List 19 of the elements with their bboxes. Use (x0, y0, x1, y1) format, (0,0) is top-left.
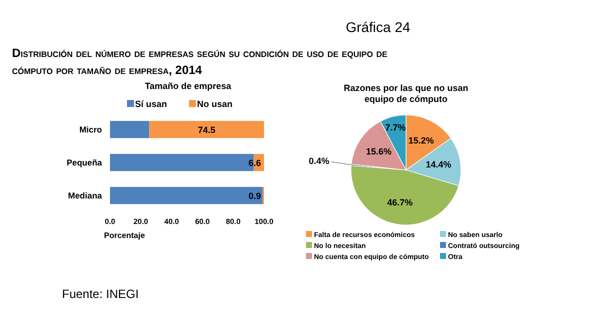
source-note: Fuente: INEGI (62, 287, 139, 301)
x-axis-title: Porcentaje (104, 231, 146, 240)
y-tick-label: Pequeña (66, 158, 102, 168)
data-label: 46.7% (387, 197, 413, 208)
data-label: 74.5 (198, 125, 216, 135)
data-label: 15.2% (408, 136, 434, 146)
data-label: 7.7% (385, 122, 406, 132)
y-tick-label: Mediana (68, 190, 102, 200)
chart-title: Tamaño de empresa (144, 81, 232, 91)
data-label: 15.6% (366, 146, 392, 156)
data-label: 0.9 (248, 191, 261, 201)
text: Gráfica 24 (346, 19, 411, 35)
data-label: 14.4% (426, 160, 452, 170)
data-label: 0.4% (308, 156, 330, 166)
legend-label: No usan (197, 99, 233, 109)
legend-label: Sí usan (135, 99, 168, 109)
chart-title: Razones por las que no usan equipo de cómputo (344, 83, 468, 104)
text: Distribución del número de empresas según su condición de uso de equipo de cómputo por tamaño de empresa, 2014 (12, 46, 388, 77)
y-tick-label: Micro (79, 124, 102, 134)
